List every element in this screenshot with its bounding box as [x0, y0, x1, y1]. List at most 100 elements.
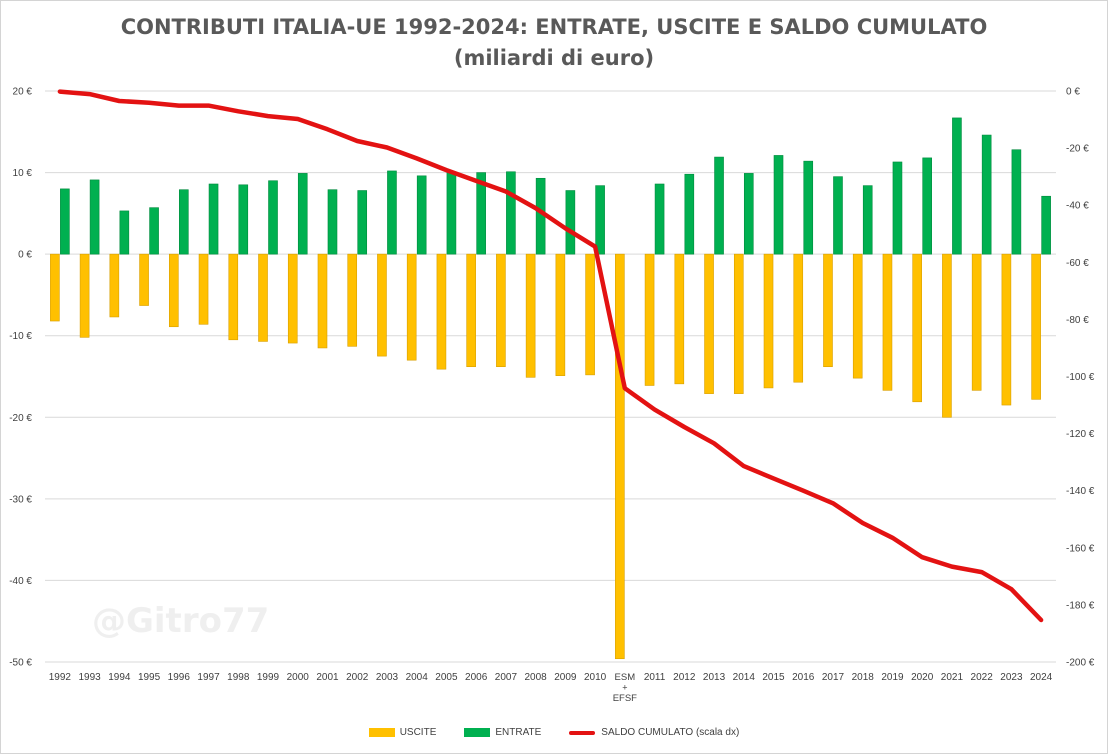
bar-uscite [79, 253, 90, 338]
x-axis: 1992 1993 1994 1995 1996 1997 1998 1999 2000 2001… [49, 672, 1053, 704]
legend-item-uscite: USCITE [368, 727, 436, 738]
chart-title-line1: CONTRIBUTI ITALIA-UE 1992-2024: ENTRATE,… [120, 15, 988, 39]
x-tick-label: 1997 [197, 672, 220, 683]
bar-entrate [892, 161, 903, 255]
bar-entrate [1041, 195, 1051, 255]
bar-uscite [1031, 253, 1041, 400]
bar-uscite [823, 253, 833, 368]
x-tick-label: 2012 [673, 672, 696, 683]
bar-entrate [981, 134, 992, 255]
bars-group [50, 117, 1051, 660]
x-tick-label: 1993 [78, 672, 101, 683]
right-tick-label: -60 € [1066, 258, 1089, 269]
right-tick-label: -80 € [1066, 315, 1089, 326]
left-tick-label: -10 € [9, 331, 32, 342]
x-tick-label: 2014 [733, 672, 756, 683]
x-tick-label: 2008 [525, 672, 548, 683]
chart-title: CONTRIBUTI ITALIA-UE 1992-2024: ENTRATE,… [0, 12, 1108, 74]
bar-uscite [733, 253, 744, 394]
left-tick-label: -30 € [9, 494, 32, 505]
x-tick-label: 2015 [762, 672, 785, 683]
bar-entrate [654, 183, 665, 255]
left-tick-label: -40 € [9, 576, 32, 587]
bar-uscite [109, 253, 120, 318]
x-tick-label: 2017 [822, 672, 845, 683]
x-tick-label: 2002 [346, 672, 369, 683]
bar-entrate [773, 155, 784, 255]
x-tick-label: 2021 [941, 672, 964, 683]
x-tick-label: 2004 [406, 672, 429, 683]
bar-entrate [208, 183, 219, 255]
x-tick-label: 1999 [257, 672, 280, 683]
bar-entrate [743, 173, 754, 255]
x-tick-label: 2018 [852, 672, 875, 683]
right-tick-label: -200 € [1066, 658, 1095, 669]
legend-label-saldo: SALDO CUMULATO (scala dx) [601, 727, 740, 738]
chart-title-line2: (miliardi di euro) [453, 46, 655, 70]
bar-uscite [882, 253, 893, 391]
bar-uscite [793, 253, 804, 383]
x-tick-label: 2003 [376, 672, 399, 683]
x-tick-label: 2022 [971, 672, 994, 683]
bar-entrate [1011, 149, 1022, 255]
legend: USCITE ENTRATE SALDO CUMULATO (scala dx) [0, 727, 1108, 738]
bar-entrate [446, 172, 457, 255]
x-tick-label: 2023 [1000, 672, 1023, 683]
bar-entrate [833, 176, 843, 255]
bar-uscite [406, 253, 417, 361]
right-tick-label: -180 € [1066, 600, 1095, 611]
left-tick-label: -20 € [9, 413, 32, 424]
x-tick-label: 2011 [644, 672, 666, 683]
bar-uscite [496, 253, 506, 368]
bar-uscite [258, 253, 268, 342]
right-tick-label: -20 € [1066, 144, 1089, 155]
bar-entrate [684, 173, 695, 255]
legend-swatch-saldo [569, 730, 596, 735]
bar-entrate [714, 156, 724, 255]
bar-entrate [922, 157, 932, 255]
x-tick-label: ESM + EFSF [613, 672, 637, 704]
watermark: @Gitro77 [92, 601, 270, 641]
bar-entrate [60, 188, 70, 255]
x-tick-label: 2005 [435, 672, 458, 683]
x-tick-label: 1995 [138, 672, 161, 683]
bar-entrate [89, 179, 100, 255]
x-tick-label: 2000 [287, 672, 310, 683]
x-tick-label: 2019 [881, 672, 904, 683]
bar-uscite [466, 253, 476, 368]
bar-uscite [942, 253, 952, 418]
bar-entrate [476, 172, 486, 255]
bar-uscite [763, 253, 774, 389]
x-tick-label: 2006 [465, 672, 488, 683]
bar-uscite [674, 253, 685, 385]
bar-entrate [803, 160, 814, 255]
bar-uscite [198, 253, 209, 325]
right-axis: -200 € -180 € -160 € -140 € -120 € -100 € -80 … [1066, 87, 1095, 669]
legend-swatch-uscite [368, 728, 395, 737]
bar-uscite [852, 253, 863, 379]
left-axis: -50 € -40 € -30 € -20 € -10 € 0 € 10 € 20 € [9, 87, 32, 669]
bar-uscite [704, 253, 714, 394]
bar-entrate [416, 175, 427, 255]
left-tick-label: 10 € [13, 168, 33, 179]
saldo-line-group [57, 89, 1044, 623]
bar-uscite [377, 253, 387, 357]
bar-uscite [287, 253, 298, 344]
gridlines [45, 90, 1056, 663]
x-tick-label: 1998 [227, 672, 250, 683]
right-tick-label: -160 € [1066, 543, 1095, 554]
bar-entrate [357, 190, 368, 255]
x-tick-label: 2024 [1030, 672, 1053, 683]
bar-uscite [912, 253, 922, 403]
legend-swatch-entrate [464, 728, 491, 737]
left-tick-label: 0 € [18, 250, 32, 261]
bar-entrate [119, 210, 130, 255]
right-tick-label: 0 € [1066, 87, 1080, 98]
bar-entrate [238, 184, 249, 255]
x-tick-label: 1994 [108, 672, 131, 683]
bar-uscite [555, 253, 566, 376]
x-tick-label: 2020 [911, 672, 934, 683]
right-tick-label: -40 € [1066, 201, 1089, 212]
x-tick-label: 1996 [168, 672, 191, 683]
